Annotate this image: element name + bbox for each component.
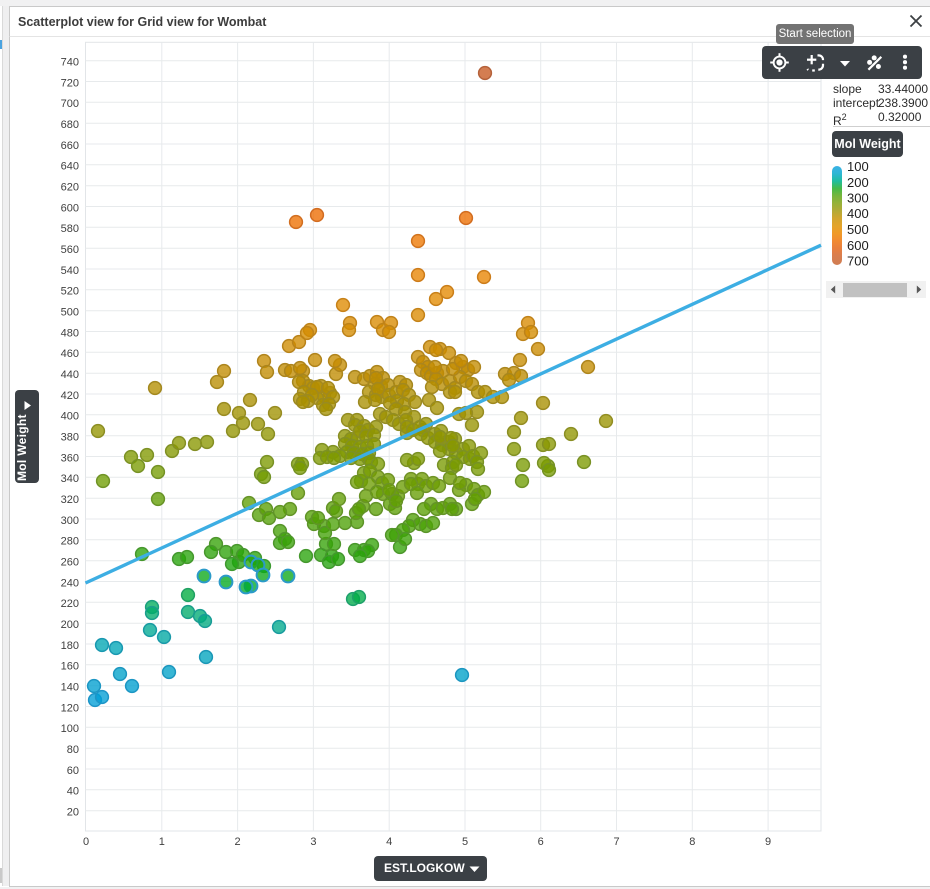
svg-text:100: 100: [61, 723, 79, 735]
svg-text:200: 200: [61, 619, 79, 631]
svg-text:720: 720: [61, 77, 79, 89]
svg-text:160: 160: [61, 661, 79, 673]
svg-text:600: 600: [847, 238, 869, 253]
svg-text:1: 1: [159, 836, 165, 848]
svg-text:140: 140: [61, 682, 79, 694]
svg-text:540: 540: [61, 265, 79, 277]
svg-text:360: 360: [61, 452, 79, 464]
svg-text:4: 4: [386, 836, 392, 848]
svg-text:340: 340: [61, 473, 79, 485]
svg-text:480: 480: [61, 327, 79, 339]
svg-text:500: 500: [847, 222, 869, 237]
svg-text:640: 640: [61, 161, 79, 173]
svg-text:80: 80: [67, 744, 79, 756]
svg-text:280: 280: [61, 536, 79, 548]
svg-text:420: 420: [61, 390, 79, 402]
svg-text:440: 440: [61, 369, 79, 381]
svg-text:680: 680: [61, 119, 79, 131]
svg-text:120: 120: [61, 702, 79, 714]
svg-text:580: 580: [61, 223, 79, 235]
svg-text:740: 740: [61, 57, 79, 69]
svg-text:620: 620: [61, 182, 79, 194]
svg-text:260: 260: [61, 557, 79, 569]
svg-text:60: 60: [67, 765, 79, 777]
svg-text:500: 500: [61, 307, 79, 319]
svg-text:40: 40: [67, 786, 79, 798]
svg-text:300: 300: [61, 515, 79, 527]
svg-text:100: 100: [847, 159, 869, 174]
svg-text:2: 2: [235, 836, 241, 848]
svg-text:20: 20: [67, 807, 79, 819]
svg-text:220: 220: [61, 598, 79, 610]
svg-text:520: 520: [61, 286, 79, 298]
svg-text:5: 5: [462, 836, 468, 848]
svg-text:700: 700: [61, 98, 79, 110]
svg-text:400: 400: [61, 411, 79, 423]
svg-text:6: 6: [538, 836, 544, 848]
svg-text:600: 600: [61, 202, 79, 214]
svg-text:7: 7: [613, 836, 619, 848]
svg-text:300: 300: [847, 191, 869, 206]
svg-text:240: 240: [61, 577, 79, 589]
svg-text:560: 560: [61, 244, 79, 256]
svg-text:8: 8: [689, 836, 695, 848]
svg-text:200: 200: [847, 175, 869, 190]
svg-text:320: 320: [61, 494, 79, 506]
svg-text:400: 400: [847, 206, 869, 221]
svg-text:0: 0: [83, 836, 89, 848]
svg-text:180: 180: [61, 640, 79, 652]
svg-text:660: 660: [61, 140, 79, 152]
svg-text:9: 9: [765, 836, 771, 848]
svg-text:3: 3: [310, 836, 316, 848]
svg-text:460: 460: [61, 348, 79, 360]
svg-text:380: 380: [61, 432, 79, 444]
svg-text:700: 700: [847, 254, 869, 269]
